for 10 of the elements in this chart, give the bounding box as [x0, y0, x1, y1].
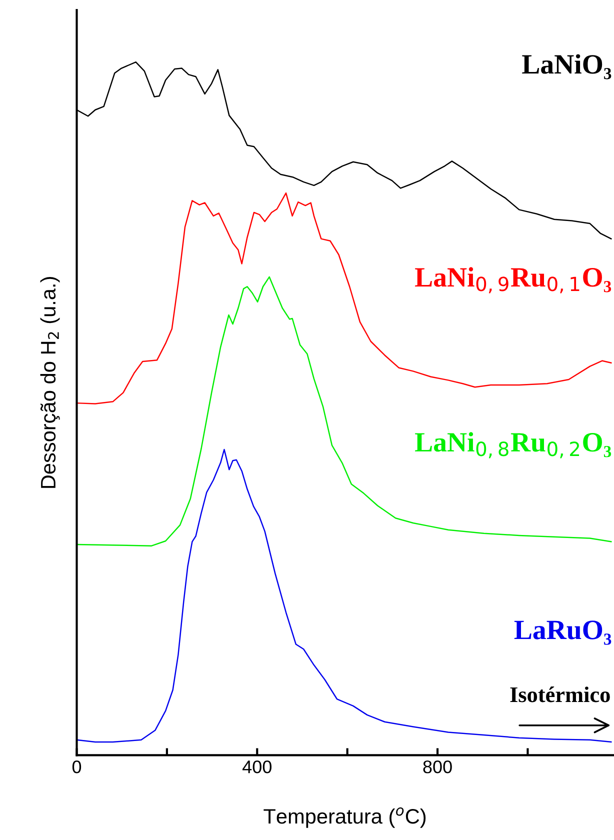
text: LaNi$_{0,9}$Ru$_{0,1}$O₃ — [415, 267, 612, 294]
text: LaRuO₃ — [514, 620, 612, 645]
x-tick-label: 400 — [242, 760, 272, 774]
y-axis-title: Dessorção do H$_{2}$ (u.a.) — [40, 277, 60, 488]
text: LaNi$_{0,8}$Ru$_{0,2}$O₃ — [415, 432, 612, 458]
x-axis-title: Temperatura ($^{o}$C) — [264, 807, 426, 828]
text: LaNiO₃ — [522, 54, 612, 80]
x-tick-label: 800 — [423, 760, 452, 774]
x-tick-label: 0 — [72, 760, 82, 774]
annotation: Isotérmico — [510, 686, 610, 702]
